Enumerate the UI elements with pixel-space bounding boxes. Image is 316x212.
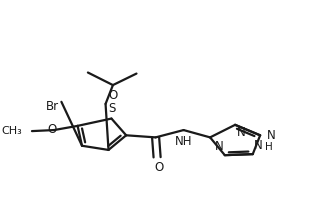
Text: N: N	[267, 129, 275, 142]
Text: CH₃: CH₃	[2, 126, 22, 136]
Text: O: O	[48, 123, 57, 135]
Text: O: O	[108, 89, 118, 102]
Text: N: N	[215, 140, 223, 153]
Text: S: S	[108, 102, 115, 115]
Text: Br: Br	[46, 100, 59, 113]
Text: N: N	[254, 139, 263, 152]
Text: NH: NH	[175, 135, 192, 148]
Text: O: O	[154, 162, 163, 174]
Text: N: N	[237, 126, 245, 139]
Text: H: H	[264, 142, 272, 152]
